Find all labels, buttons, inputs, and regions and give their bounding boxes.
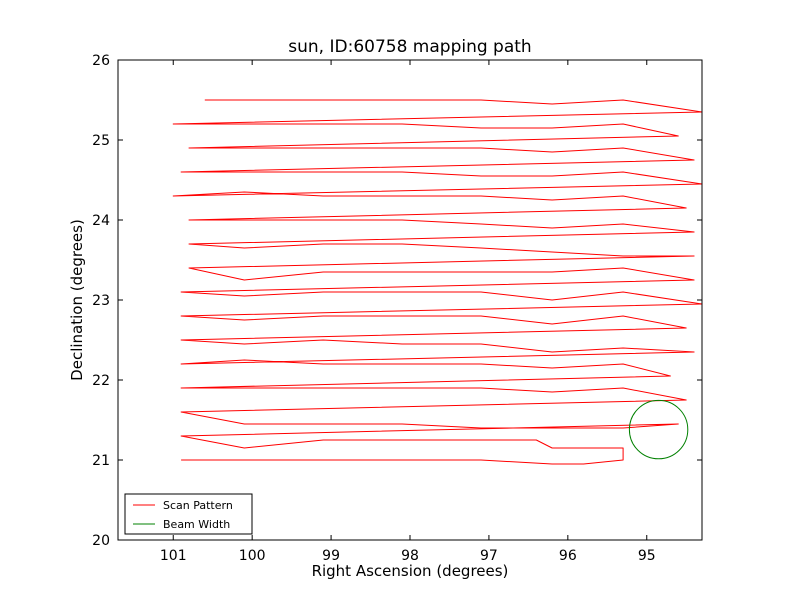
y-axis-label: Declination (degrees): [68, 219, 86, 381]
legend-label: Beam Width: [163, 518, 230, 531]
scan-pattern-line: [172, 99, 702, 465]
y-tick-label: 23: [92, 293, 110, 309]
x-tick-label: 101: [160, 548, 187, 564]
y-axis: 20 21 22 23 24 25 26: [92, 53, 702, 549]
legend-box: [124, 493, 253, 535]
series-layer: [172, 99, 702, 465]
x-axis: 101 100 99 98 97 96 95: [160, 60, 656, 564]
x-tick-label: 99: [322, 548, 340, 564]
plot-background: [118, 60, 702, 540]
legend-label: Scan Pattern: [163, 499, 233, 512]
chart-title: sun, ID:60758 mapping path: [288, 37, 531, 57]
plot-area: [117, 59, 703, 541]
y-tick-label: 21: [92, 453, 110, 469]
y-tick-label: 26: [92, 53, 110, 69]
legend: Scan Pattern Beam Width: [124, 493, 253, 535]
y-tick-label: 20: [92, 533, 110, 549]
x-axis-label: Right Ascension (degrees): [312, 562, 509, 580]
y-tick-label: 22: [92, 373, 110, 389]
x-tick-label: 95: [638, 548, 656, 564]
x-tick-label: 97: [480, 548, 498, 564]
beam-width-circle: [628, 399, 689, 460]
y-tick-label: 25: [92, 133, 110, 149]
x-tick-label: 98: [401, 548, 419, 564]
x-tick-label: 96: [559, 548, 577, 564]
y-tick-label: 24: [92, 213, 110, 229]
x-tick-label: 100: [239, 548, 266, 564]
